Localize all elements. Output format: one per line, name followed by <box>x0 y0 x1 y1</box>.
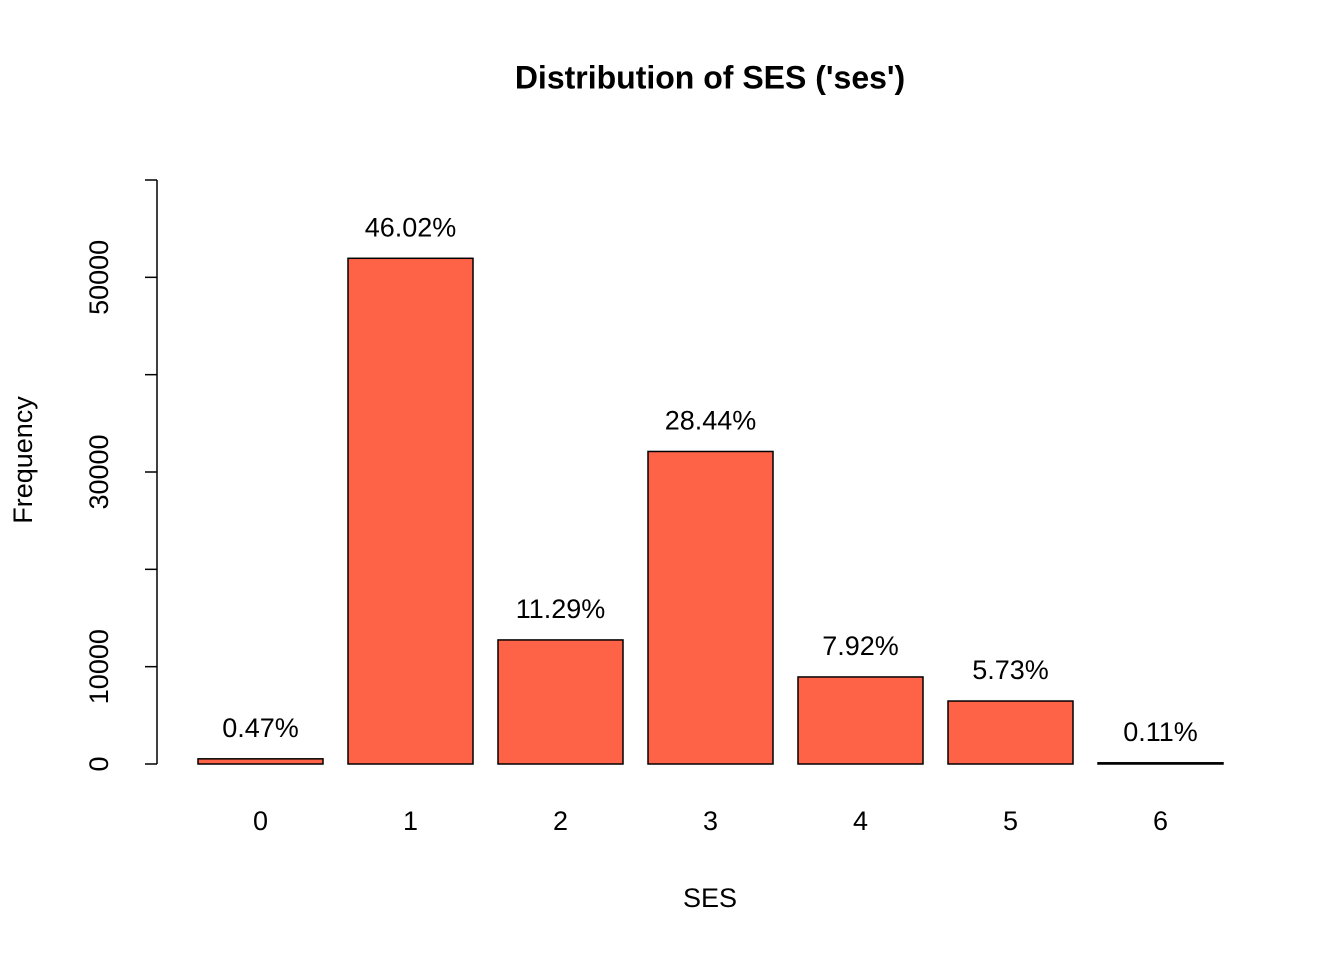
percent-label: 11.29% <box>516 594 606 624</box>
x-tick-label: 3 <box>703 806 718 836</box>
percent-label: 7.92% <box>822 631 899 661</box>
bar <box>647 450 774 765</box>
bar <box>197 758 324 765</box>
bar <box>797 676 924 765</box>
bar <box>947 700 1074 765</box>
percent-label: 5.73% <box>972 655 1049 685</box>
percent-label: 0.11% <box>1123 717 1198 747</box>
bar <box>1097 762 1224 765</box>
bar <box>347 257 474 765</box>
chart-title: Distribution of SES ('ses') <box>515 59 905 95</box>
x-tick-label: 0 <box>253 806 268 836</box>
x-tick-label: 1 <box>403 806 418 836</box>
bar <box>497 639 624 765</box>
x-tick-label: 6 <box>1153 806 1168 836</box>
percent-label: 46.02% <box>365 212 457 242</box>
x-tick-label: 2 <box>553 806 568 836</box>
y-tick-label: 0 <box>84 756 114 771</box>
y-tick-label: 50000 <box>84 240 114 315</box>
percent-label: 0.47% <box>222 713 299 743</box>
x-tick-label: 5 <box>1003 806 1018 836</box>
y-axis-label: Frequency <box>8 396 38 524</box>
y-tick-label: 10000 <box>84 629 114 704</box>
x-axis-label: SES <box>683 883 737 913</box>
x-tick-label: 4 <box>853 806 868 836</box>
percent-label: 28.44% <box>665 406 757 436</box>
y-tick-label: 30000 <box>84 434 114 509</box>
